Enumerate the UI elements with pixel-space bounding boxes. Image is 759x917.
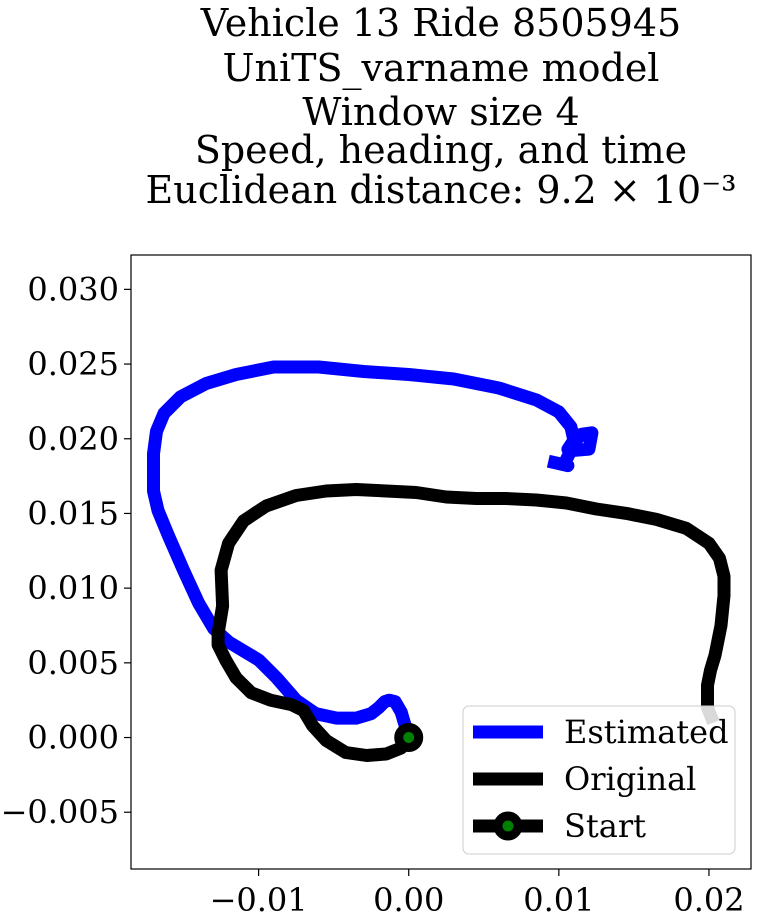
x-tick-label: −0.01 bbox=[210, 881, 308, 917]
plot-frame bbox=[130, 254, 752, 870]
x-tick-label: 0.00 bbox=[373, 881, 444, 917]
series-line-estimated bbox=[147, 360, 599, 740]
chart-title: Vehicle 13 Ride 8505945 UniTS_varname mo… bbox=[146, 1, 737, 212]
x-tick-label: 0.02 bbox=[673, 881, 744, 917]
legend-label-original: Original bbox=[564, 760, 696, 798]
title-line-3: Window size 4 bbox=[302, 90, 579, 134]
marker-layer bbox=[394, 723, 424, 753]
title-line-1: Vehicle 13 Ride 8505945 bbox=[200, 1, 681, 45]
legend-label-estimated: Estimated bbox=[564, 713, 729, 751]
series-layer bbox=[147, 360, 731, 762]
x-tick-label: 0.01 bbox=[523, 881, 594, 917]
title-line-2: UniTS_varname model bbox=[223, 46, 660, 91]
y-tick-label: 0.005 bbox=[27, 644, 119, 682]
y-tick-label: −0.005 bbox=[1, 793, 119, 831]
legend-box bbox=[462, 705, 736, 855]
title-line-4: Speed, heading, and time bbox=[195, 128, 687, 172]
start-marker bbox=[394, 723, 424, 753]
y-tick-label: 0.020 bbox=[27, 420, 119, 458]
title-line-5: Euclidean distance: 9.2 × 10⁻³ bbox=[146, 168, 737, 212]
legend-label-start: Start bbox=[564, 807, 646, 845]
y-tick-label: 0.025 bbox=[27, 345, 119, 383]
y-axis: −0.005 0.000 0.005 0.010 0.015 0.020 0.025 0.03… bbox=[1, 270, 131, 831]
y-tick-label: 0.010 bbox=[27, 569, 119, 607]
x-axis: −0.01 0.00 0.01 0.02 bbox=[210, 869, 745, 917]
y-tick-label: 0.030 bbox=[27, 270, 119, 308]
series-line-original bbox=[211, 483, 731, 762]
legend: Estimated Original Start bbox=[462, 705, 736, 855]
y-tick-label: 0.015 bbox=[27, 494, 119, 532]
y-tick-label: 0.000 bbox=[27, 719, 119, 757]
legend-start-marker bbox=[493, 811, 523, 841]
